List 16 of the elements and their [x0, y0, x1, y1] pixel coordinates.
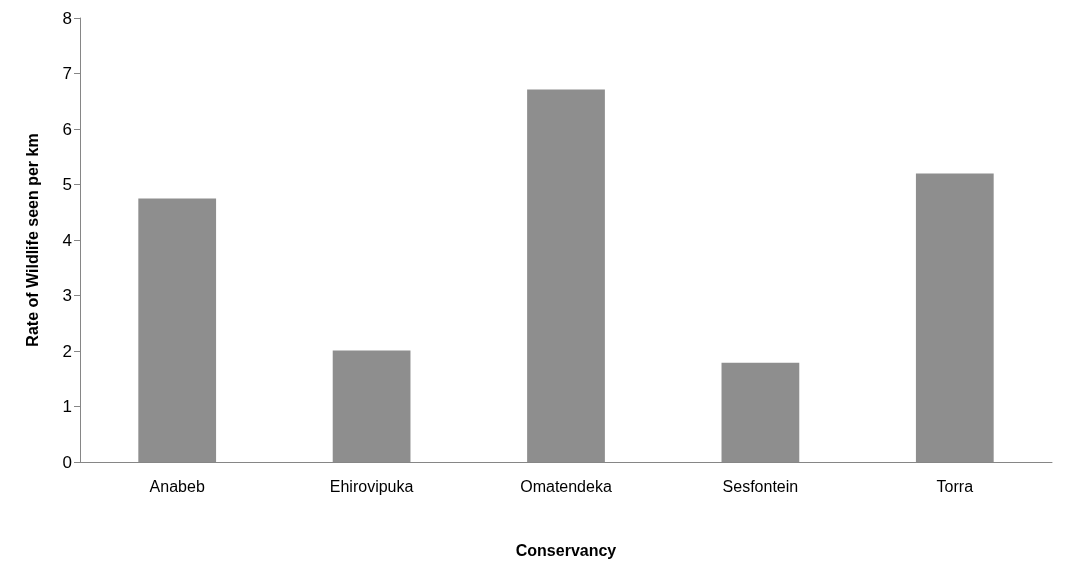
y-tick-label: 8 [62, 8, 72, 28]
x-axis-title: Conservancy [515, 541, 617, 559]
y-tick-label: 3 [62, 286, 72, 305]
y-tick-label: 5 [62, 175, 72, 194]
y-tick-label: 6 [62, 119, 72, 139]
y-tick-label: 2 [62, 341, 72, 361]
x-tick-label: Omatendeka [520, 477, 612, 495]
y-tick-label: 4 [62, 230, 72, 250]
x-tick-label: Torra [936, 477, 974, 495]
y-tick-label: 7 [62, 64, 72, 83]
x-tick-label: Ehirovipuka [329, 477, 414, 495]
x-tick-label: Sesfontein [722, 477, 799, 495]
y-axis-title: Rate of Wildlife seen per km [23, 133, 41, 347]
x-tick-label: Anabeb [149, 477, 205, 495]
y-tick-label: 1 [62, 397, 72, 416]
y-tick-label: 0 [62, 452, 72, 472]
